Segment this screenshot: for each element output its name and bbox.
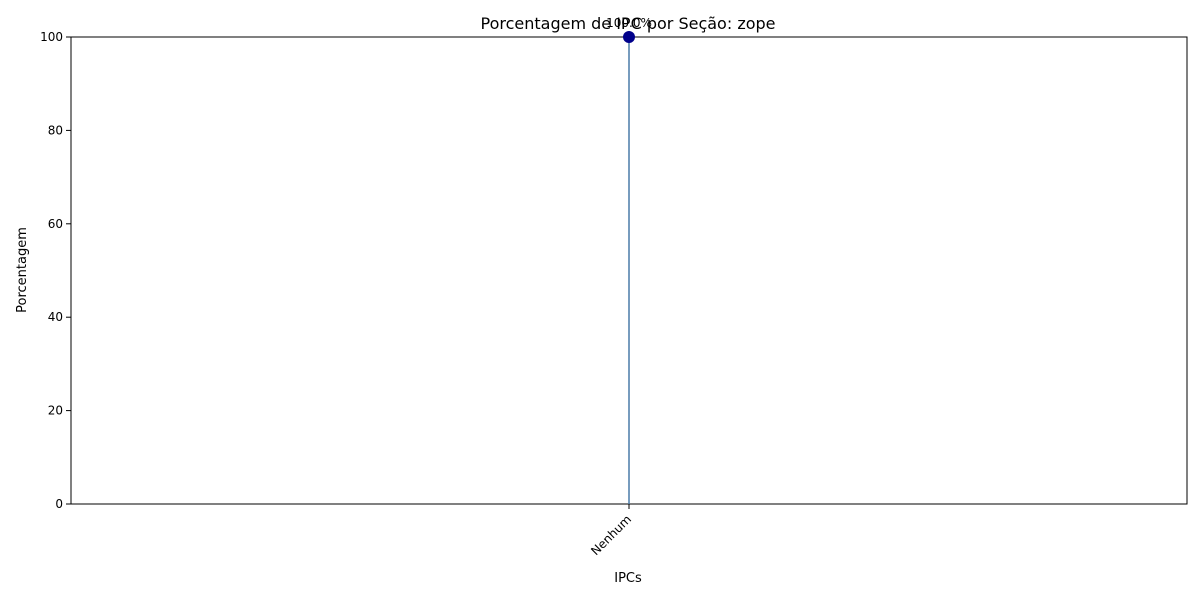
x-axis-label: IPCs <box>614 571 642 586</box>
y-axis-label: Porcentagem <box>15 227 30 313</box>
y-tick-label: 60 <box>48 217 63 231</box>
y-tick-label: 80 <box>48 123 63 137</box>
y-tick-label: 20 <box>48 404 63 418</box>
x-tick-label: Nenhum <box>588 512 634 558</box>
x-axis-ticks: Nenhum <box>588 504 634 558</box>
y-axis-ticks: 0 20 40 60 80 100 <box>40 30 71 511</box>
chart-title: Porcentagem de IPC por Seção: zope <box>481 14 776 33</box>
y-tick-label: 40 <box>48 310 63 324</box>
y-tick-label: 0 <box>55 497 63 511</box>
y-tick-label: 100 <box>40 30 63 44</box>
lollipop-marker <box>623 31 635 43</box>
data-label: 100.0% <box>606 16 652 30</box>
chart-marks: 100.0% <box>606 16 652 504</box>
